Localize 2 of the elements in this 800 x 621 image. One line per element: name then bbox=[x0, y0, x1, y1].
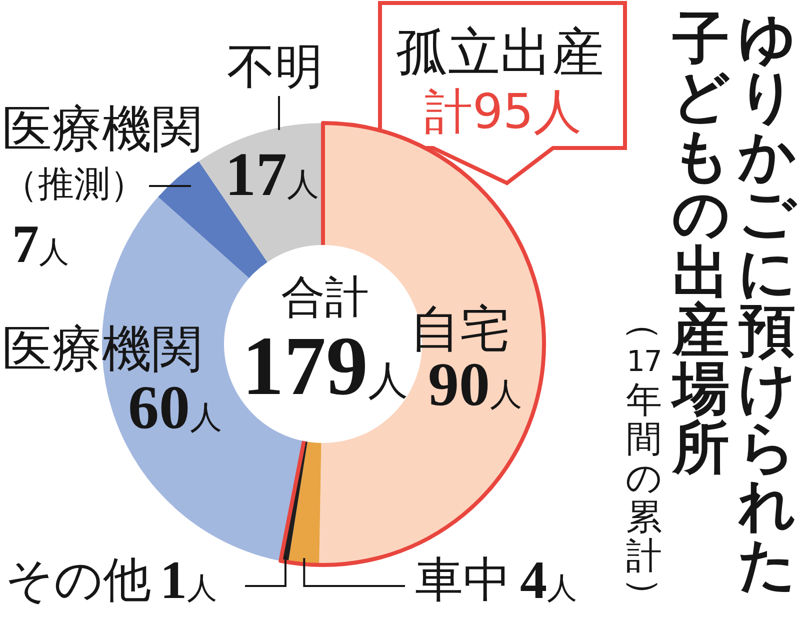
subtitle: （17年間の累計） bbox=[622, 304, 666, 616]
title: ゆりかごに預けられた子どもの出産場所 bbox=[670, 10, 798, 600]
